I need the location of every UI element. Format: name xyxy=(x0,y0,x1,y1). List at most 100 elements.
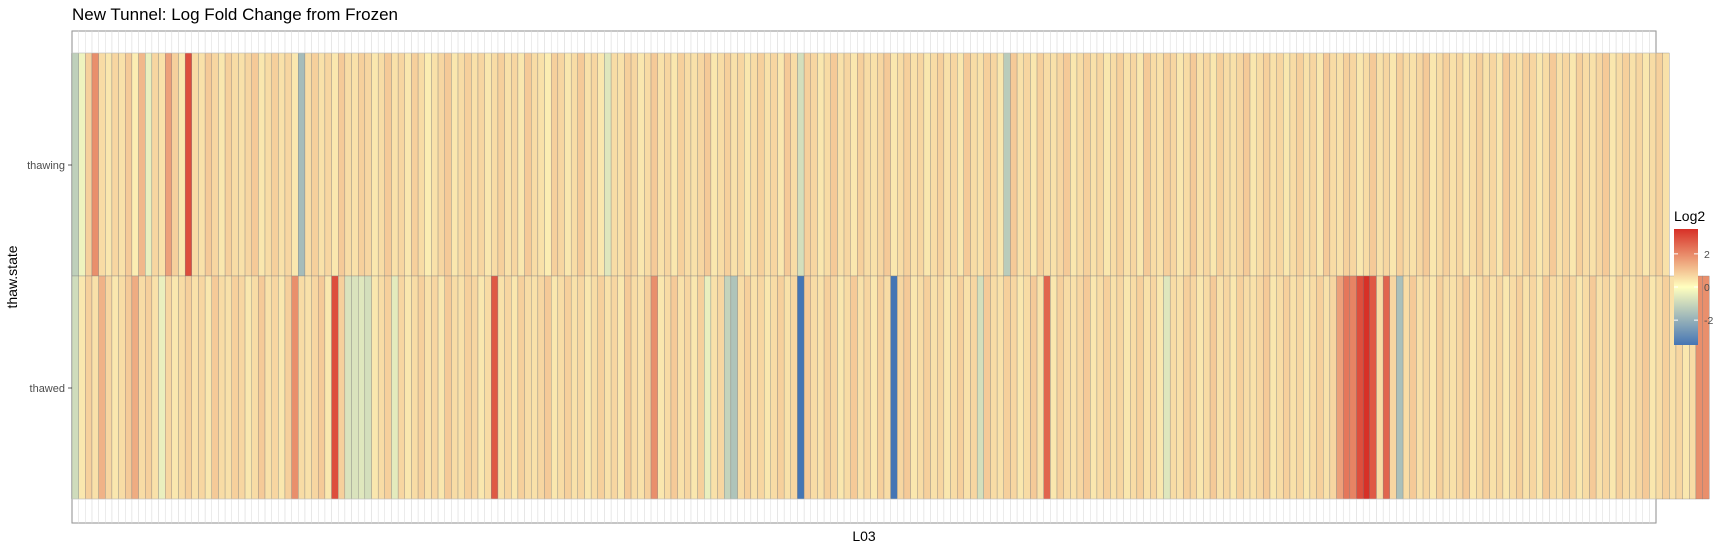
heatmap-cell xyxy=(843,275,851,500)
heatmap-cell xyxy=(1063,275,1071,500)
heatmap-cell xyxy=(1276,52,1284,277)
heatmap-cell xyxy=(1629,52,1637,277)
heatmap-cell xyxy=(897,275,905,500)
legend-tick-label: -2 xyxy=(1704,315,1713,327)
heatmap-cell xyxy=(1283,275,1291,500)
heatmap-cell xyxy=(930,275,938,500)
heatmap-cell xyxy=(957,52,965,277)
heatmap-cell xyxy=(551,275,559,500)
heatmap-cell xyxy=(763,52,772,277)
heatmap-cell xyxy=(690,275,698,500)
heatmap-cell xyxy=(377,275,385,500)
heatmap-cell xyxy=(531,52,539,277)
heatmap-cell xyxy=(171,52,179,277)
heatmap-cell xyxy=(1396,275,1404,500)
heatmap-cell xyxy=(750,275,758,500)
heatmap-cell xyxy=(1229,275,1237,500)
heatmap-cell xyxy=(577,52,585,277)
heatmap-cell xyxy=(664,275,672,500)
heatmap-cell xyxy=(165,52,173,277)
heatmap-cell xyxy=(278,275,286,500)
heatmap-cell xyxy=(584,52,592,277)
heatmap-cell xyxy=(1030,52,1038,277)
heatmap-cell xyxy=(770,275,778,500)
heatmap-cell xyxy=(777,52,785,277)
heatmap-cell xyxy=(684,275,692,500)
heatmap-cell xyxy=(218,275,226,500)
heatmap-cell xyxy=(311,275,319,500)
heatmap-cell xyxy=(1223,52,1231,277)
heatmap-cell xyxy=(590,275,598,500)
heatmap-cell xyxy=(1090,52,1098,277)
heatmap-cell xyxy=(391,52,399,277)
heatmap-cell xyxy=(318,52,326,277)
heatmap-cell xyxy=(1635,52,1643,277)
heatmap-cell xyxy=(1289,275,1297,500)
heatmap-cell xyxy=(1176,52,1184,277)
heatmap-cell xyxy=(1176,275,1184,500)
heatmap-cell xyxy=(763,275,772,500)
heatmap-cell xyxy=(870,52,878,277)
heatmap-cell xyxy=(264,52,272,277)
heatmap-cell xyxy=(744,275,752,500)
heatmap-cell xyxy=(604,275,612,500)
heatmap-cell xyxy=(617,275,625,500)
y-tick-label: thawed xyxy=(30,383,65,395)
heatmap-cell xyxy=(457,275,465,500)
heatmap-cell xyxy=(657,275,665,500)
heatmap-cell xyxy=(1422,52,1430,277)
heatmap-cell xyxy=(1229,52,1237,277)
heatmap-cell xyxy=(71,52,79,277)
heatmap-cell xyxy=(1376,52,1384,277)
heatmap-cell xyxy=(910,275,918,500)
heatmap-cell xyxy=(1582,52,1590,277)
heatmap-cell xyxy=(1110,52,1118,277)
heatmap-cell xyxy=(697,275,705,500)
heatmap-cell xyxy=(1183,275,1191,500)
heatmap-cell xyxy=(1296,52,1304,277)
heatmap-cell xyxy=(1482,275,1490,500)
heatmap-cell xyxy=(91,275,99,500)
heatmap-cell xyxy=(151,52,159,277)
heatmap-cell xyxy=(477,52,485,277)
heatmap-cell xyxy=(1469,275,1477,500)
heatmap-cell xyxy=(1143,52,1151,277)
heatmap-cell xyxy=(417,52,425,277)
heatmap-cell xyxy=(1496,275,1504,500)
heatmap-cell xyxy=(1329,275,1337,500)
heatmap-cell xyxy=(630,52,638,277)
legend-tick-label: 0 xyxy=(1704,282,1710,294)
heatmap-cell xyxy=(1136,52,1144,277)
chart-title: New Tunnel: Log Fold Change from Frozen xyxy=(72,5,398,24)
heatmap-cell xyxy=(484,52,492,277)
heatmap-cell xyxy=(118,52,126,277)
heatmap-cell xyxy=(1076,52,1084,277)
heatmap-cell xyxy=(783,52,791,277)
heatmap-cell xyxy=(338,275,346,500)
heatmap-cell xyxy=(364,275,372,500)
heatmap-cell xyxy=(624,52,632,277)
heatmap-cell xyxy=(1516,275,1524,500)
heatmap-cell xyxy=(837,52,845,277)
heatmap-cell xyxy=(145,52,153,277)
heatmap-cell xyxy=(1416,275,1424,500)
heatmap-cell xyxy=(1609,275,1617,500)
heatmap-cell xyxy=(797,52,805,277)
heatmap-cell xyxy=(437,275,445,500)
heatmap-cell xyxy=(650,52,658,277)
heatmap-cell xyxy=(411,52,419,277)
heatmap-cell xyxy=(724,52,732,277)
heatmap-cell xyxy=(1010,52,1018,277)
heatmap-cell xyxy=(1449,275,1457,500)
heatmap-cell xyxy=(770,52,778,277)
heatmap-cell xyxy=(757,52,765,277)
heatmap-cell xyxy=(1023,275,1031,500)
heatmap-cell xyxy=(1030,275,1038,500)
heatmap-cell xyxy=(1169,52,1177,277)
heatmap-cell xyxy=(1010,275,1018,500)
heatmap-cell xyxy=(943,52,951,277)
heatmap-cell xyxy=(1409,52,1417,277)
heatmap-cell xyxy=(1196,275,1204,500)
heatmap-cell xyxy=(1569,275,1577,500)
